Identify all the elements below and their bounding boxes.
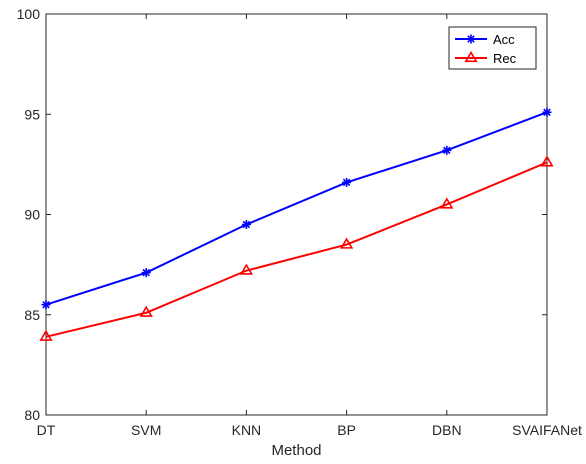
legend: Acc Rec bbox=[448, 26, 537, 70]
data-point-acc bbox=[442, 145, 452, 155]
data-point-rec bbox=[39, 329, 53, 341]
x-axis-ticks: DT SVM KNN BP DBN SVAIFANet bbox=[37, 14, 582, 438]
data-point-rec bbox=[239, 263, 254, 275]
x-tick-label: DBN bbox=[432, 422, 462, 438]
x-tick-label: SVAIFANet bbox=[512, 422, 582, 438]
series-acc bbox=[41, 107, 552, 310]
plot-box bbox=[45, 13, 548, 416]
legend-marker-acc bbox=[466, 34, 476, 44]
data-point-acc bbox=[241, 220, 251, 230]
data-point-rec bbox=[139, 305, 153, 317]
data-point-acc bbox=[542, 107, 552, 117]
y-tick-label: 85 bbox=[24, 307, 40, 323]
legend-label-rec: Rec bbox=[493, 51, 517, 66]
legend-item-rec: Rec bbox=[455, 50, 517, 66]
legend-marker-rec bbox=[464, 50, 478, 63]
data-point-acc bbox=[141, 268, 151, 278]
data-point-rec bbox=[440, 197, 454, 209]
x-tick-label: BP bbox=[337, 422, 356, 438]
legend-box bbox=[448, 26, 537, 70]
series-layer bbox=[39, 107, 554, 341]
y-tick-label: 95 bbox=[24, 106, 40, 122]
data-point-acc bbox=[41, 300, 51, 310]
y-tick-label: 90 bbox=[24, 207, 40, 223]
x-tick-label: SVM bbox=[131, 422, 161, 438]
x-axis-title: Method bbox=[271, 442, 321, 459]
series-rec bbox=[39, 155, 554, 341]
plot-frame bbox=[45, 13, 548, 416]
data-point-rec bbox=[339, 237, 354, 249]
y-tick-label: 80 bbox=[24, 407, 40, 423]
data-point-rec bbox=[540, 155, 554, 167]
series-line-rec bbox=[45, 161, 548, 338]
y-tick-label: 100 bbox=[17, 6, 41, 22]
x-tick-label: DT bbox=[37, 422, 56, 438]
legend-label-acc: Acc bbox=[493, 32, 515, 47]
data-point-acc bbox=[342, 177, 352, 187]
series-line-acc bbox=[45, 111, 548, 306]
legend-item-acc: Acc bbox=[455, 32, 515, 47]
x-tick-label: KNN bbox=[232, 422, 262, 438]
